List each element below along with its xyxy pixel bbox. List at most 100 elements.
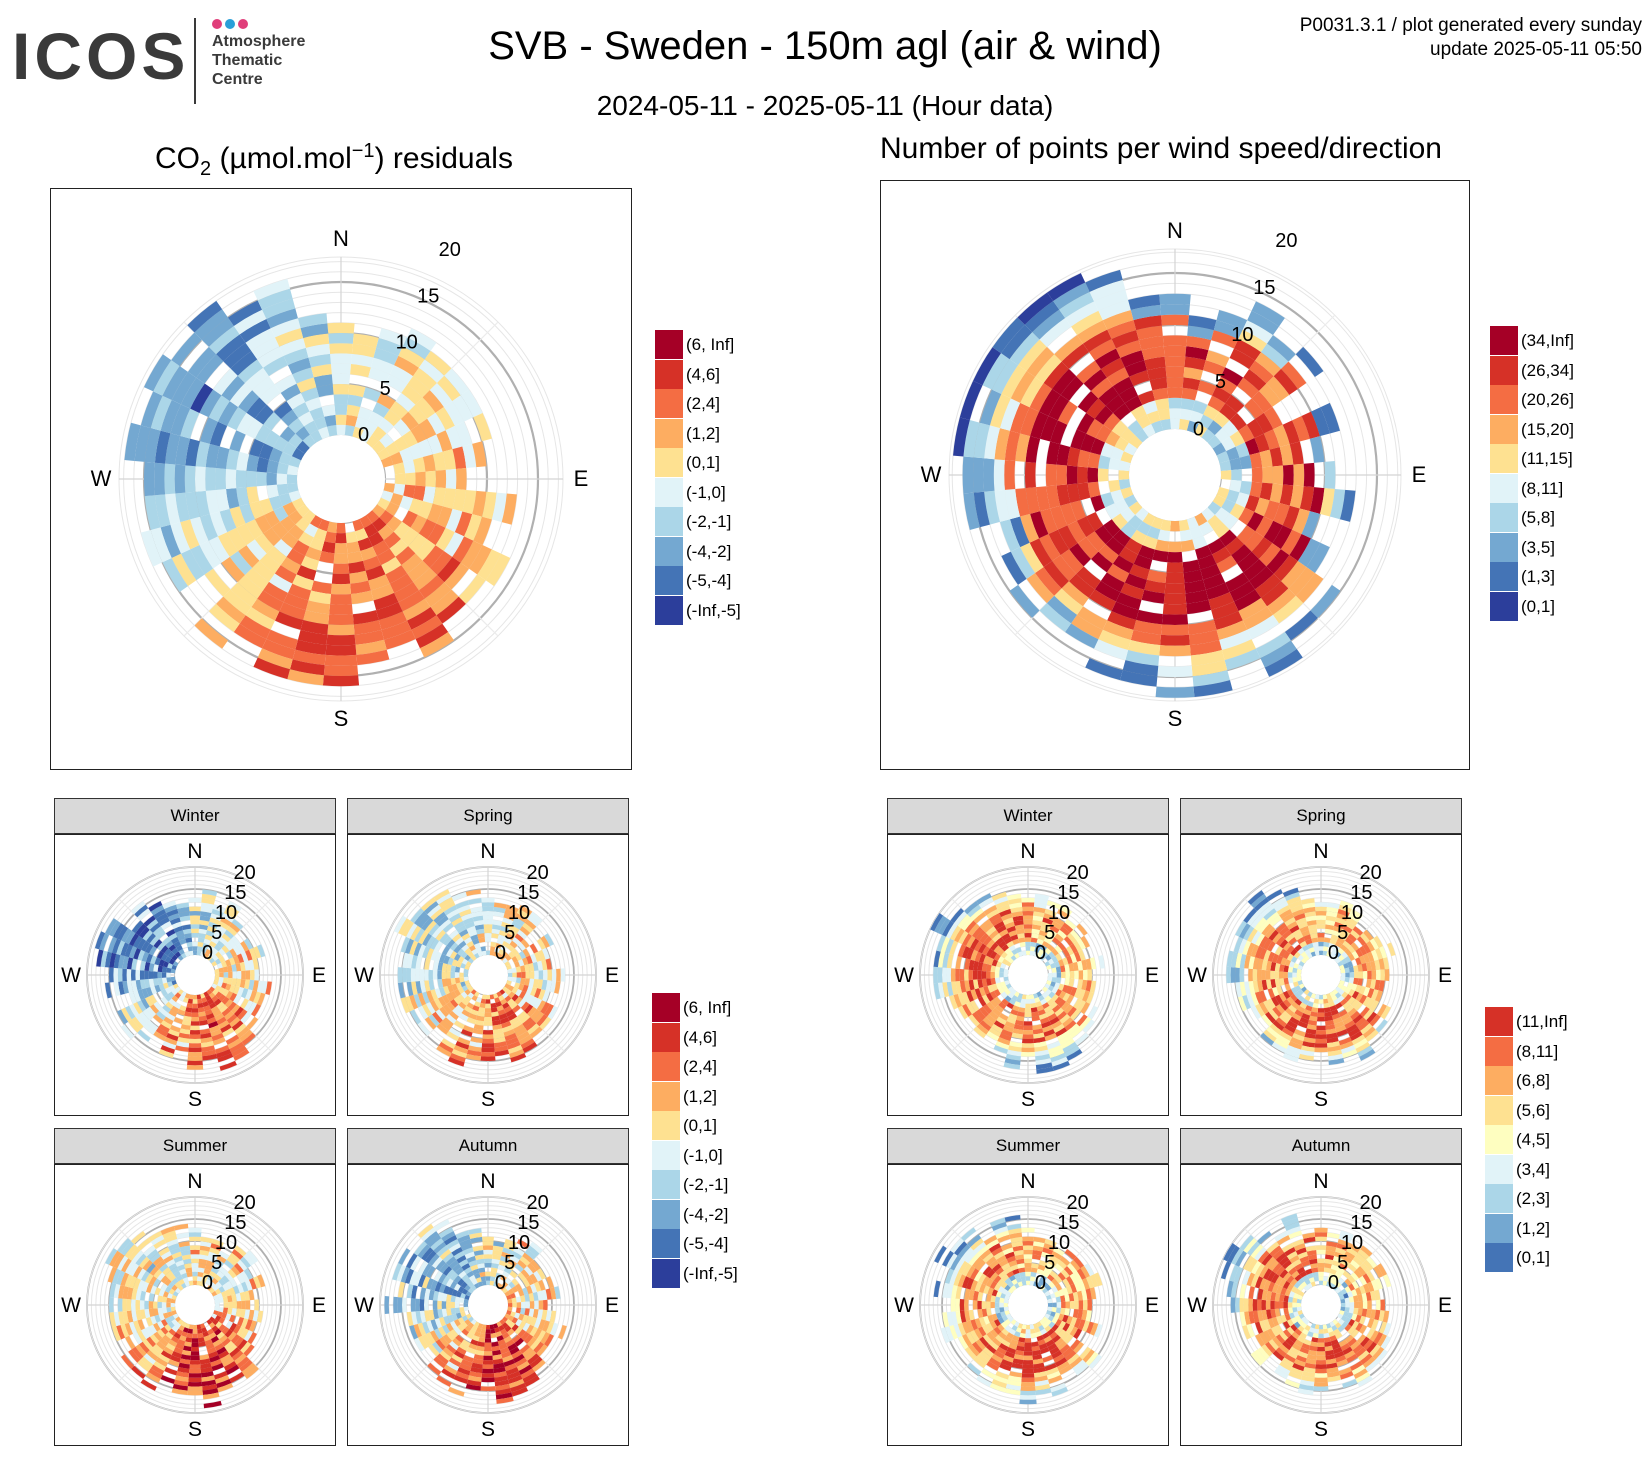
heat-cell — [441, 994, 450, 1005]
heat-cell — [1165, 572, 1185, 584]
heat-cell — [372, 540, 390, 556]
heat-cell — [1357, 978, 1363, 986]
heat-cell — [1318, 1324, 1324, 1330]
heat-cell — [216, 1016, 227, 1026]
heat-cell — [1060, 503, 1077, 526]
heat-cell — [474, 952, 480, 959]
logo-text: ICOS — [12, 19, 190, 93]
heat-cell — [1311, 1007, 1319, 1013]
heat-cell — [1048, 1281, 1056, 1289]
heat-cell — [1019, 941, 1026, 948]
heat-cell — [1066, 1324, 1075, 1335]
heat-cell — [527, 1336, 537, 1348]
heat-cell — [511, 1278, 519, 1286]
heat-cell — [221, 375, 245, 402]
heat-cell — [190, 919, 200, 925]
heat-cell — [1038, 930, 1048, 937]
heat-cell — [192, 1329, 198, 1334]
heat-cell — [390, 451, 404, 465]
heat-cell — [1009, 902, 1023, 909]
heat-cell — [459, 908, 472, 917]
heat-cell — [131, 958, 138, 970]
heat-cell — [949, 940, 959, 956]
heat-cell — [164, 463, 176, 495]
heat-cell — [1048, 529, 1070, 556]
heat-cell — [407, 606, 437, 630]
heat-cell — [330, 593, 352, 605]
heat-cell — [1186, 516, 1199, 530]
heat-cell — [1008, 1260, 1018, 1267]
heat-cell — [402, 430, 418, 448]
heat-cell — [446, 978, 452, 986]
heat-cell — [995, 1312, 1002, 1320]
heat-cell — [1317, 1263, 1325, 1268]
heat-cell — [1296, 1306, 1302, 1312]
heat-cell — [162, 1266, 171, 1276]
heat-cell — [1339, 1294, 1345, 1300]
heat-cell — [1237, 996, 1248, 1012]
heat-cell — [1352, 1014, 1364, 1024]
heat-cell — [991, 1246, 1003, 1257]
heat-cell — [1360, 932, 1370, 944]
heat-cell — [507, 1258, 518, 1267]
heat-cell — [463, 972, 469, 978]
heat-cell — [1250, 893, 1267, 908]
heat-cell — [1342, 1001, 1351, 1010]
heat-cell — [176, 1371, 190, 1378]
heat-cell — [1294, 998, 1302, 1006]
heat-cell — [496, 1321, 502, 1328]
heat-cell — [268, 573, 293, 593]
heat-cell — [1355, 1041, 1371, 1053]
heat-cell — [490, 1276, 496, 1282]
heat-cell — [542, 969, 548, 981]
heat-cell — [1013, 1272, 1021, 1279]
heat-cell — [1289, 533, 1311, 562]
heat-cell — [248, 959, 255, 971]
heat-cell — [964, 969, 969, 981]
heat-cell — [493, 1362, 505, 1369]
heat-cell — [503, 913, 516, 921]
heat-cell — [538, 989, 546, 1001]
heat-cell — [328, 614, 354, 625]
heat-cell — [1260, 904, 1275, 918]
heat-cell — [1030, 511, 1049, 539]
heat-cell — [1282, 999, 1292, 1008]
heat-cell — [118, 981, 125, 995]
facet-strip-autumn: Autumn — [1180, 1128, 1462, 1164]
heat-cell — [1315, 911, 1327, 916]
heat-cell — [359, 515, 373, 529]
heat-cell — [133, 1265, 143, 1278]
heat-cell — [1098, 955, 1105, 969]
heat-cell — [192, 1003, 198, 1009]
heat-cell — [212, 988, 219, 996]
heat-cell — [1001, 1288, 1009, 1295]
heat-cell — [1345, 1334, 1354, 1344]
heat-cell — [1157, 529, 1171, 542]
heat-cell — [493, 1041, 507, 1048]
heat-cell — [1087, 467, 1099, 483]
heat-cell — [171, 1251, 182, 1259]
heat-cell — [1030, 411, 1049, 439]
heat-cell — [1086, 1321, 1095, 1334]
heat-cell — [446, 1331, 456, 1341]
heat-cell — [1338, 904, 1352, 914]
heat-cell — [957, 1244, 971, 1259]
heat-cell — [482, 906, 494, 912]
heat-cell — [448, 929, 459, 940]
heat-cell — [985, 1322, 994, 1332]
heat-cell — [443, 905, 458, 916]
logo-dot-icon — [212, 19, 222, 29]
heat-cell — [951, 981, 958, 995]
heat-cell — [472, 490, 487, 517]
heat-cell — [164, 904, 178, 914]
heat-cell — [1363, 1283, 1371, 1293]
heat-cell — [541, 1309, 548, 1321]
heat-cell — [1344, 994, 1352, 1002]
heat-cell — [1061, 343, 1089, 369]
polar-hole — [1301, 955, 1341, 995]
heat-cell — [211, 1238, 224, 1247]
heat-cell — [934, 915, 947, 934]
heat-cell — [1249, 452, 1263, 469]
heat-cell — [1054, 1312, 1061, 1320]
heat-cell — [964, 980, 971, 992]
